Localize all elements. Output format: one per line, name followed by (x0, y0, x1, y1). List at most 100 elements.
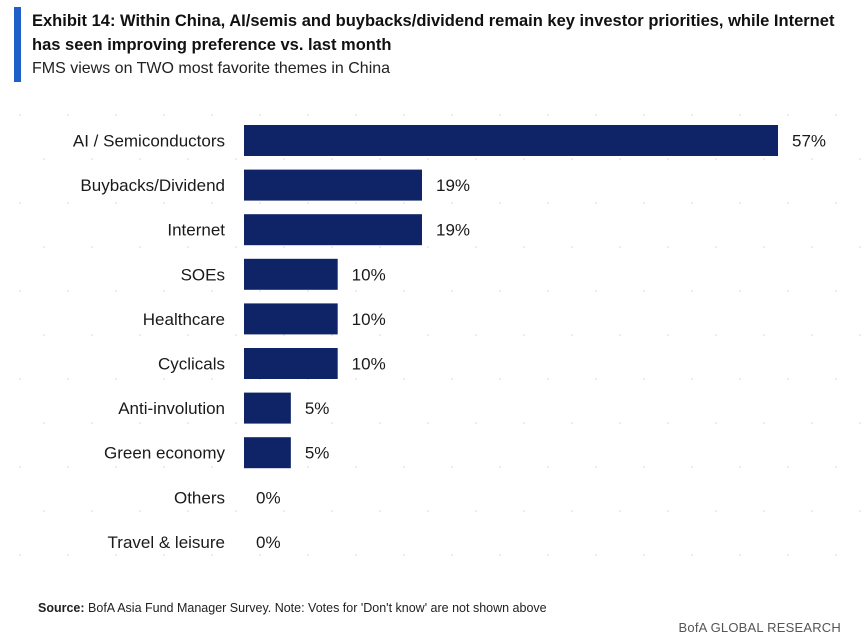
background-dot (667, 246, 669, 248)
data-label: 19% (436, 221, 470, 240)
background-dot (43, 510, 45, 512)
bar (244, 392, 291, 424)
background-dot (811, 510, 813, 512)
background-dot (667, 422, 669, 424)
background-dot (787, 554, 789, 556)
background-dot (451, 554, 453, 556)
background-dot (835, 378, 837, 380)
background-dot (139, 510, 141, 512)
background-dot (691, 202, 693, 204)
background-dot (619, 510, 621, 512)
background-dot (763, 158, 765, 160)
background-dot (523, 422, 525, 424)
background-dot (355, 114, 357, 116)
background-dot (163, 554, 165, 556)
category-label: Travel & leisure (108, 533, 225, 552)
background-dot (859, 246, 861, 248)
background-dot (91, 334, 93, 336)
category-label: SOEs (181, 265, 225, 284)
background-dot (715, 422, 717, 424)
background-dot (595, 114, 597, 116)
background-dot (787, 290, 789, 292)
chart-subtitle: FMS views on TWO most favorite themes in… (32, 60, 391, 77)
background-dot (187, 334, 189, 336)
background-dot (451, 378, 453, 380)
source-label: Source: (38, 601, 85, 615)
background-dot (859, 158, 861, 160)
background-dot (619, 422, 621, 424)
background-dot (739, 114, 741, 116)
background-dot (115, 466, 117, 468)
background-dot (307, 466, 309, 468)
background-dot (859, 510, 861, 512)
background-dot (619, 334, 621, 336)
background-dot (235, 422, 237, 424)
background-dot (427, 334, 429, 336)
background-dot (427, 246, 429, 248)
background-dot (763, 422, 765, 424)
background-dot (19, 378, 21, 380)
background-dot (667, 158, 669, 160)
background-dot (355, 554, 357, 556)
background-dot (595, 202, 597, 204)
source-text: BofA Asia Fund Manager Survey. Note: Vot… (88, 601, 547, 615)
background-dot (283, 158, 285, 160)
background-dot (115, 114, 117, 116)
background-dot (355, 202, 357, 204)
background-dot (403, 202, 405, 204)
background-dot (739, 202, 741, 204)
background-dot (403, 554, 405, 556)
background-dot (187, 422, 189, 424)
category-label: Anti-involution (118, 399, 225, 418)
background-dot (715, 246, 717, 248)
background-dot (19, 554, 21, 556)
background-dot (715, 510, 717, 512)
background-dot (595, 554, 597, 556)
bar-chart: AI / Semiconductors 57% Buybacks/Dividend 1… (19, 114, 861, 556)
data-label: 57% (792, 132, 826, 151)
background-dot (451, 290, 453, 292)
background-dot (331, 158, 333, 160)
background-dot (667, 334, 669, 336)
category-label: Green economy (104, 444, 225, 463)
background-dot (739, 290, 741, 292)
bar (244, 258, 338, 290)
background-dot (163, 202, 165, 204)
background-dot (547, 290, 549, 292)
background-dot (139, 158, 141, 160)
background-dot (211, 114, 213, 116)
background-dot (355, 466, 357, 468)
background-dot (643, 466, 645, 468)
background-dot (691, 378, 693, 380)
background-dot (643, 378, 645, 380)
background-dot (67, 202, 69, 204)
background-dot (211, 466, 213, 468)
background-dot (811, 246, 813, 248)
background-dot (835, 554, 837, 556)
background-dot (91, 246, 93, 248)
background-dot (667, 510, 669, 512)
background-dot (235, 510, 237, 512)
background-dot (547, 114, 549, 116)
background-dot (643, 114, 645, 116)
background-dot (499, 378, 501, 380)
data-label: 5% (305, 399, 330, 418)
background-dot (835, 466, 837, 468)
background-dot (379, 334, 381, 336)
data-label: 0% (256, 488, 281, 507)
bar (244, 169, 422, 201)
background-dot (19, 466, 21, 468)
background-dot (451, 202, 453, 204)
bar (244, 437, 291, 469)
background-dot (19, 202, 21, 204)
data-label: 10% (352, 355, 386, 374)
bar (244, 303, 338, 335)
background-dot (331, 246, 333, 248)
background-dot (859, 334, 861, 336)
background-dot (163, 378, 165, 380)
background-dot (403, 466, 405, 468)
source-note: Source: BofA Asia Fund Manager Survey. N… (38, 601, 547, 615)
background-dot (211, 378, 213, 380)
background-dot (283, 246, 285, 248)
category-label: Others (174, 488, 225, 507)
